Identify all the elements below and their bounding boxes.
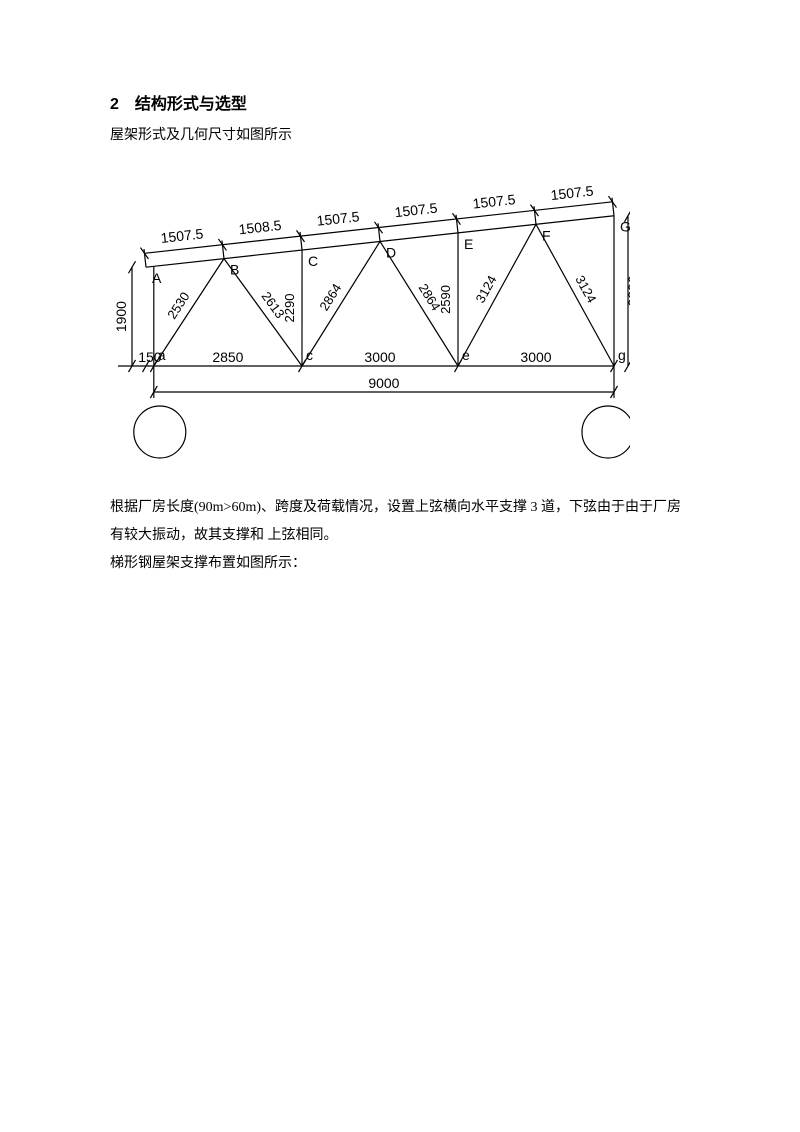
svg-text:1900: 1900 (113, 301, 129, 332)
svg-text:1507.5: 1507.5 (160, 225, 205, 246)
svg-text:2864: 2864 (316, 281, 344, 313)
svg-text:g: g (618, 347, 626, 363)
section-heading: 2 结构形式与选型 (110, 90, 690, 114)
paragraph-1: 根据厂房长度(90m>60m)、跨度及荷载情况，设置上弦横向水平支撑 3 道，下… (110, 494, 690, 550)
truss-diagram: 9000150285030003000aceg1507.51508.51507.… (110, 166, 630, 466)
svg-text:C: C (308, 253, 318, 269)
figure-caption: 屋架形式及几何尺寸如图所示 (110, 124, 690, 148)
svg-text:3000: 3000 (364, 349, 395, 365)
svg-text:B: B (230, 261, 239, 277)
svg-text:a: a (158, 347, 166, 363)
svg-text:2850: 2850 (212, 349, 243, 365)
svg-text:2890: 2890 (625, 275, 630, 306)
svg-text:9000: 9000 (368, 375, 399, 391)
svg-text:3124: 3124 (473, 273, 500, 306)
paragraph-2: 梯形钢屋架支撑布置如图所示： (110, 550, 690, 578)
svg-text:1508.5: 1508.5 (238, 217, 283, 238)
svg-text:2530: 2530 (164, 289, 192, 321)
svg-text:1507.5: 1507.5 (394, 199, 439, 220)
svg-text:1507.5: 1507.5 (316, 208, 361, 229)
svg-text:1507.5: 1507.5 (472, 191, 517, 212)
heading-title: 结构形式与选型 (135, 96, 247, 113)
svg-text:2290: 2290 (282, 293, 297, 322)
svg-text:F: F (542, 227, 551, 243)
svg-text:E: E (464, 236, 473, 252)
svg-text:e: e (462, 347, 470, 363)
svg-text:c: c (306, 347, 313, 363)
heading-number: 2 (110, 96, 119, 113)
svg-text:D: D (386, 244, 396, 260)
svg-text:3000: 3000 (520, 349, 551, 365)
svg-text:1507.5: 1507.5 (550, 182, 595, 203)
svg-text:2590: 2590 (438, 285, 453, 314)
svg-text:A: A (152, 270, 162, 286)
svg-text:3124: 3124 (572, 273, 599, 306)
